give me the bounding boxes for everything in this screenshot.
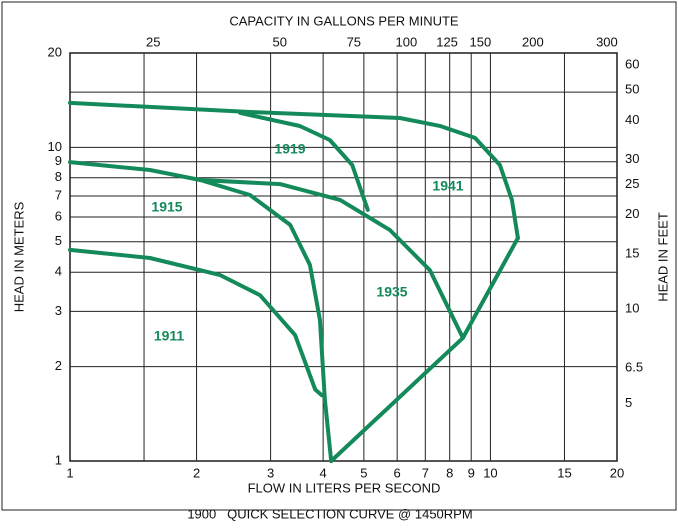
x-tick-label: 20 <box>610 465 624 480</box>
x2-tick-label: 100 <box>395 34 417 49</box>
x-tick-label: 2 <box>193 465 200 480</box>
x-tick-label: 1 <box>66 465 73 480</box>
y2-tick-label: 50 <box>625 81 639 96</box>
frame <box>1 1 677 511</box>
curve-label: 1935 <box>376 284 407 300</box>
x-tick-label: 15 <box>557 465 571 480</box>
curve <box>68 160 334 463</box>
curve <box>68 100 520 240</box>
top-axis-title: CAPACITY IN GALLONS PER MINUTE <box>229 13 459 28</box>
y2-axis-title: HEAD IN FEET <box>655 212 670 302</box>
y-tick-label: 1 <box>55 452 62 467</box>
y2-tick-label: 60 <box>625 57 639 72</box>
x2-tick-label: 200 <box>522 34 544 49</box>
y-tick-label: 10 <box>48 139 62 154</box>
y2-tick-label: 6.5 <box>625 359 643 374</box>
x-tick-label: 6 <box>394 465 401 480</box>
y-tick-label: 4 <box>55 264 62 279</box>
x-axis-title: FLOW IN LITERS PER SECOND <box>248 480 441 495</box>
y2-tick-label: 5 <box>625 395 632 410</box>
curve-label: 1919 <box>274 141 305 157</box>
y2-tick-label: 25 <box>625 176 639 191</box>
curve <box>68 247 324 398</box>
y-axis-title: HEAD IN METERS <box>11 201 26 312</box>
x-tick-label: 8 <box>446 465 453 480</box>
y-tick-label: 2 <box>55 358 62 373</box>
x-tick-label: 5 <box>360 465 367 480</box>
y-tick-label: 6 <box>55 208 62 223</box>
curve <box>329 236 520 463</box>
y-tick-label: 5 <box>55 233 62 248</box>
y2-tick-label: 10 <box>625 301 639 316</box>
y-tick-label: 7 <box>55 187 62 202</box>
x2-tick-label: 150 <box>470 34 492 49</box>
curve <box>238 110 370 212</box>
curve-label: 1911 <box>154 328 185 344</box>
caption: 1900 QUICK SELECTION CURVE @ 1450RPM <box>187 506 472 521</box>
y-tick-label: 8 <box>55 169 62 184</box>
y-tick-label: 9 <box>55 153 62 168</box>
x-tick-label: 10 <box>483 465 497 480</box>
x2-tick-label: 50 <box>273 34 287 49</box>
y-tick-label: 3 <box>55 303 62 318</box>
curve <box>198 178 465 340</box>
x-tick-label: 7 <box>422 465 429 480</box>
x-tick-label: 4 <box>320 465 327 480</box>
y2-tick-label: 20 <box>625 206 639 221</box>
y2-tick-label: 15 <box>625 245 639 260</box>
x2-tick-label: 125 <box>436 34 458 49</box>
y-tick-label: 20 <box>48 44 62 59</box>
y2-tick-label: 40 <box>625 112 639 127</box>
y2-tick-label: 30 <box>625 151 639 166</box>
x-tick-label: 9 <box>468 465 475 480</box>
x-tick-label: 3 <box>267 465 274 480</box>
curve-label: 1915 <box>151 199 182 215</box>
x2-tick-label: 25 <box>146 34 160 49</box>
x2-tick-label: 75 <box>347 34 361 49</box>
curve-label: 1941 <box>432 178 463 194</box>
x2-tick-label: 300 <box>596 34 618 49</box>
